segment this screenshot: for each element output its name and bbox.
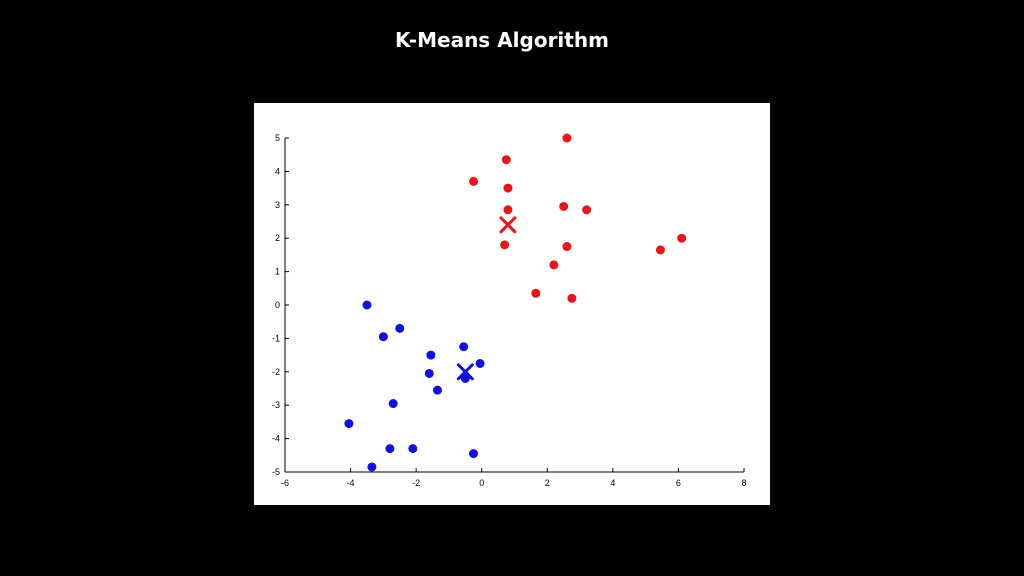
data-point bbox=[562, 133, 572, 143]
y-tick-label: 3 bbox=[275, 200, 280, 210]
y-tick-label: -1 bbox=[272, 333, 280, 343]
data-point bbox=[385, 444, 395, 454]
y-tick-label: 4 bbox=[275, 166, 280, 176]
y-tick-label: -5 bbox=[272, 467, 280, 477]
data-point bbox=[549, 260, 559, 270]
x-tick-label: 4 bbox=[610, 478, 615, 488]
data-point bbox=[655, 245, 665, 255]
y-tick-label: 1 bbox=[275, 267, 280, 277]
data-point bbox=[432, 385, 442, 395]
y-tick-label: -4 bbox=[272, 434, 280, 444]
x-tick-label: -4 bbox=[347, 478, 355, 488]
x-tick-label: 0 bbox=[479, 478, 484, 488]
data-point bbox=[503, 183, 513, 193]
data-point bbox=[475, 358, 485, 368]
data-point bbox=[388, 399, 398, 409]
y-tick-label: 0 bbox=[275, 300, 280, 310]
centroid-marker bbox=[456, 363, 474, 381]
data-point bbox=[500, 240, 510, 250]
y-tick-label: -2 bbox=[272, 367, 280, 377]
x-tick-label: -2 bbox=[412, 478, 420, 488]
data-point bbox=[559, 201, 569, 211]
cluster-2 bbox=[344, 300, 485, 472]
data-point bbox=[501, 155, 511, 165]
data-point bbox=[503, 205, 513, 215]
scatter-chart: -6 -4 -2 0 2 4 6 8 5 4 3 2 1 0 -1 -2 -3 -4 -5 bbox=[272, 133, 747, 488]
data-point bbox=[424, 368, 434, 378]
data-point bbox=[582, 205, 592, 215]
chart-marks bbox=[344, 133, 687, 472]
data-point bbox=[469, 449, 479, 459]
x-tick-label: -6 bbox=[281, 478, 289, 488]
chart-axes: -6 -4 -2 0 2 4 6 8 5 4 3 2 1 0 -1 -2 -3 -4 -5 bbox=[272, 133, 747, 488]
y-tick-label: 5 bbox=[275, 133, 280, 143]
cluster-1 bbox=[469, 133, 687, 303]
y-tick-label: -3 bbox=[272, 400, 280, 410]
data-point bbox=[460, 373, 470, 383]
data-point bbox=[562, 242, 572, 252]
data-point bbox=[567, 293, 577, 303]
x-tick-label: 6 bbox=[676, 478, 681, 488]
centroid-stroke bbox=[456, 363, 474, 381]
x-tick-label: 2 bbox=[545, 478, 550, 488]
centroid-marker bbox=[499, 216, 517, 234]
data-point bbox=[395, 323, 405, 333]
x-tick-label: 8 bbox=[741, 478, 746, 488]
data-point bbox=[362, 300, 372, 310]
centroid-stroke bbox=[499, 216, 517, 234]
data-point bbox=[367, 462, 377, 472]
data-point bbox=[459, 342, 469, 352]
chart-figure: -6 -4 -2 0 2 4 6 8 5 4 3 2 1 0 -1 -2 -3 -4 -5 bbox=[254, 103, 770, 505]
data-point bbox=[677, 233, 687, 243]
data-point bbox=[344, 419, 354, 429]
data-point bbox=[426, 350, 436, 360]
y-tick-label: 2 bbox=[275, 233, 280, 243]
data-point bbox=[408, 444, 418, 454]
data-point bbox=[531, 288, 541, 298]
data-point bbox=[469, 176, 479, 186]
data-point bbox=[378, 332, 388, 342]
slide-title: K-Means Algorithm bbox=[395, 28, 609, 52]
